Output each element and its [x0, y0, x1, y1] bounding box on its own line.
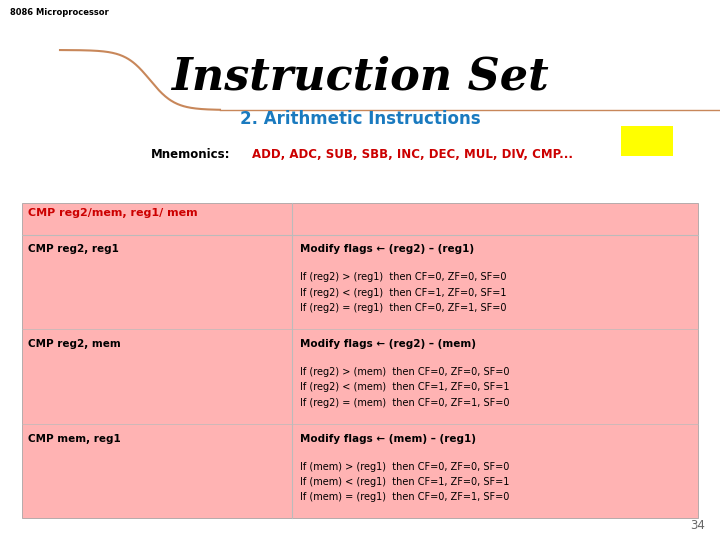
Text: CMP reg2, reg1: CMP reg2, reg1 [27, 245, 119, 254]
Text: 34: 34 [690, 519, 705, 532]
Text: ADD, ADC, SUB, SBB, INC, DEC, MUL, DIV, CMP...: ADD, ADC, SUB, SBB, INC, DEC, MUL, DIV, … [252, 148, 573, 161]
Text: If (mem) > (reg1)  then CF=0, ZF=0, SF=0
If (mem) < (reg1)  then CF=1, ZF=0, SF=: If (mem) > (reg1) then CF=0, ZF=0, SF=0 … [300, 462, 510, 502]
Bar [22, 202, 698, 518]
Text: If (reg2) > (mem)  then CF=0, ZF=0, SF=0
If (reg2) < (mem)  then CF=1, ZF=0, SF=: If (reg2) > (mem) then CF=0, ZF=0, SF=0 … [300, 367, 510, 408]
Text: CMP reg2/mem, reg1/ mem: CMP reg2/mem, reg1/ mem [27, 207, 197, 218]
Text: CMP mem, reg1: CMP mem, reg1 [27, 434, 120, 444]
Bar [621, 126, 672, 156]
Text: 2. Arithmetic Instructions: 2. Arithmetic Instructions [240, 110, 480, 128]
Text: Modify flags ← (reg2) – (mem): Modify flags ← (reg2) – (mem) [300, 339, 477, 349]
Text: If (reg2) > (reg1)  then CF=0, ZF=0, SF=0
If (reg2) < (reg1)  then CF=1, ZF=0, S: If (reg2) > (reg1) then CF=0, ZF=0, SF=0… [300, 273, 507, 313]
Text: Modify flags ← (mem) – (reg1): Modify flags ← (mem) – (reg1) [300, 434, 477, 444]
Text: Instruction Set: Instruction Set [171, 55, 549, 98]
Text: 8086 Microprocessor: 8086 Microprocessor [10, 8, 109, 17]
Text: CMP reg2, mem: CMP reg2, mem [27, 339, 120, 349]
Text: Mnemonics:: Mnemonics: [151, 148, 230, 161]
Text: Modify flags ← (reg2) – (reg1): Modify flags ← (reg2) – (reg1) [300, 245, 474, 254]
